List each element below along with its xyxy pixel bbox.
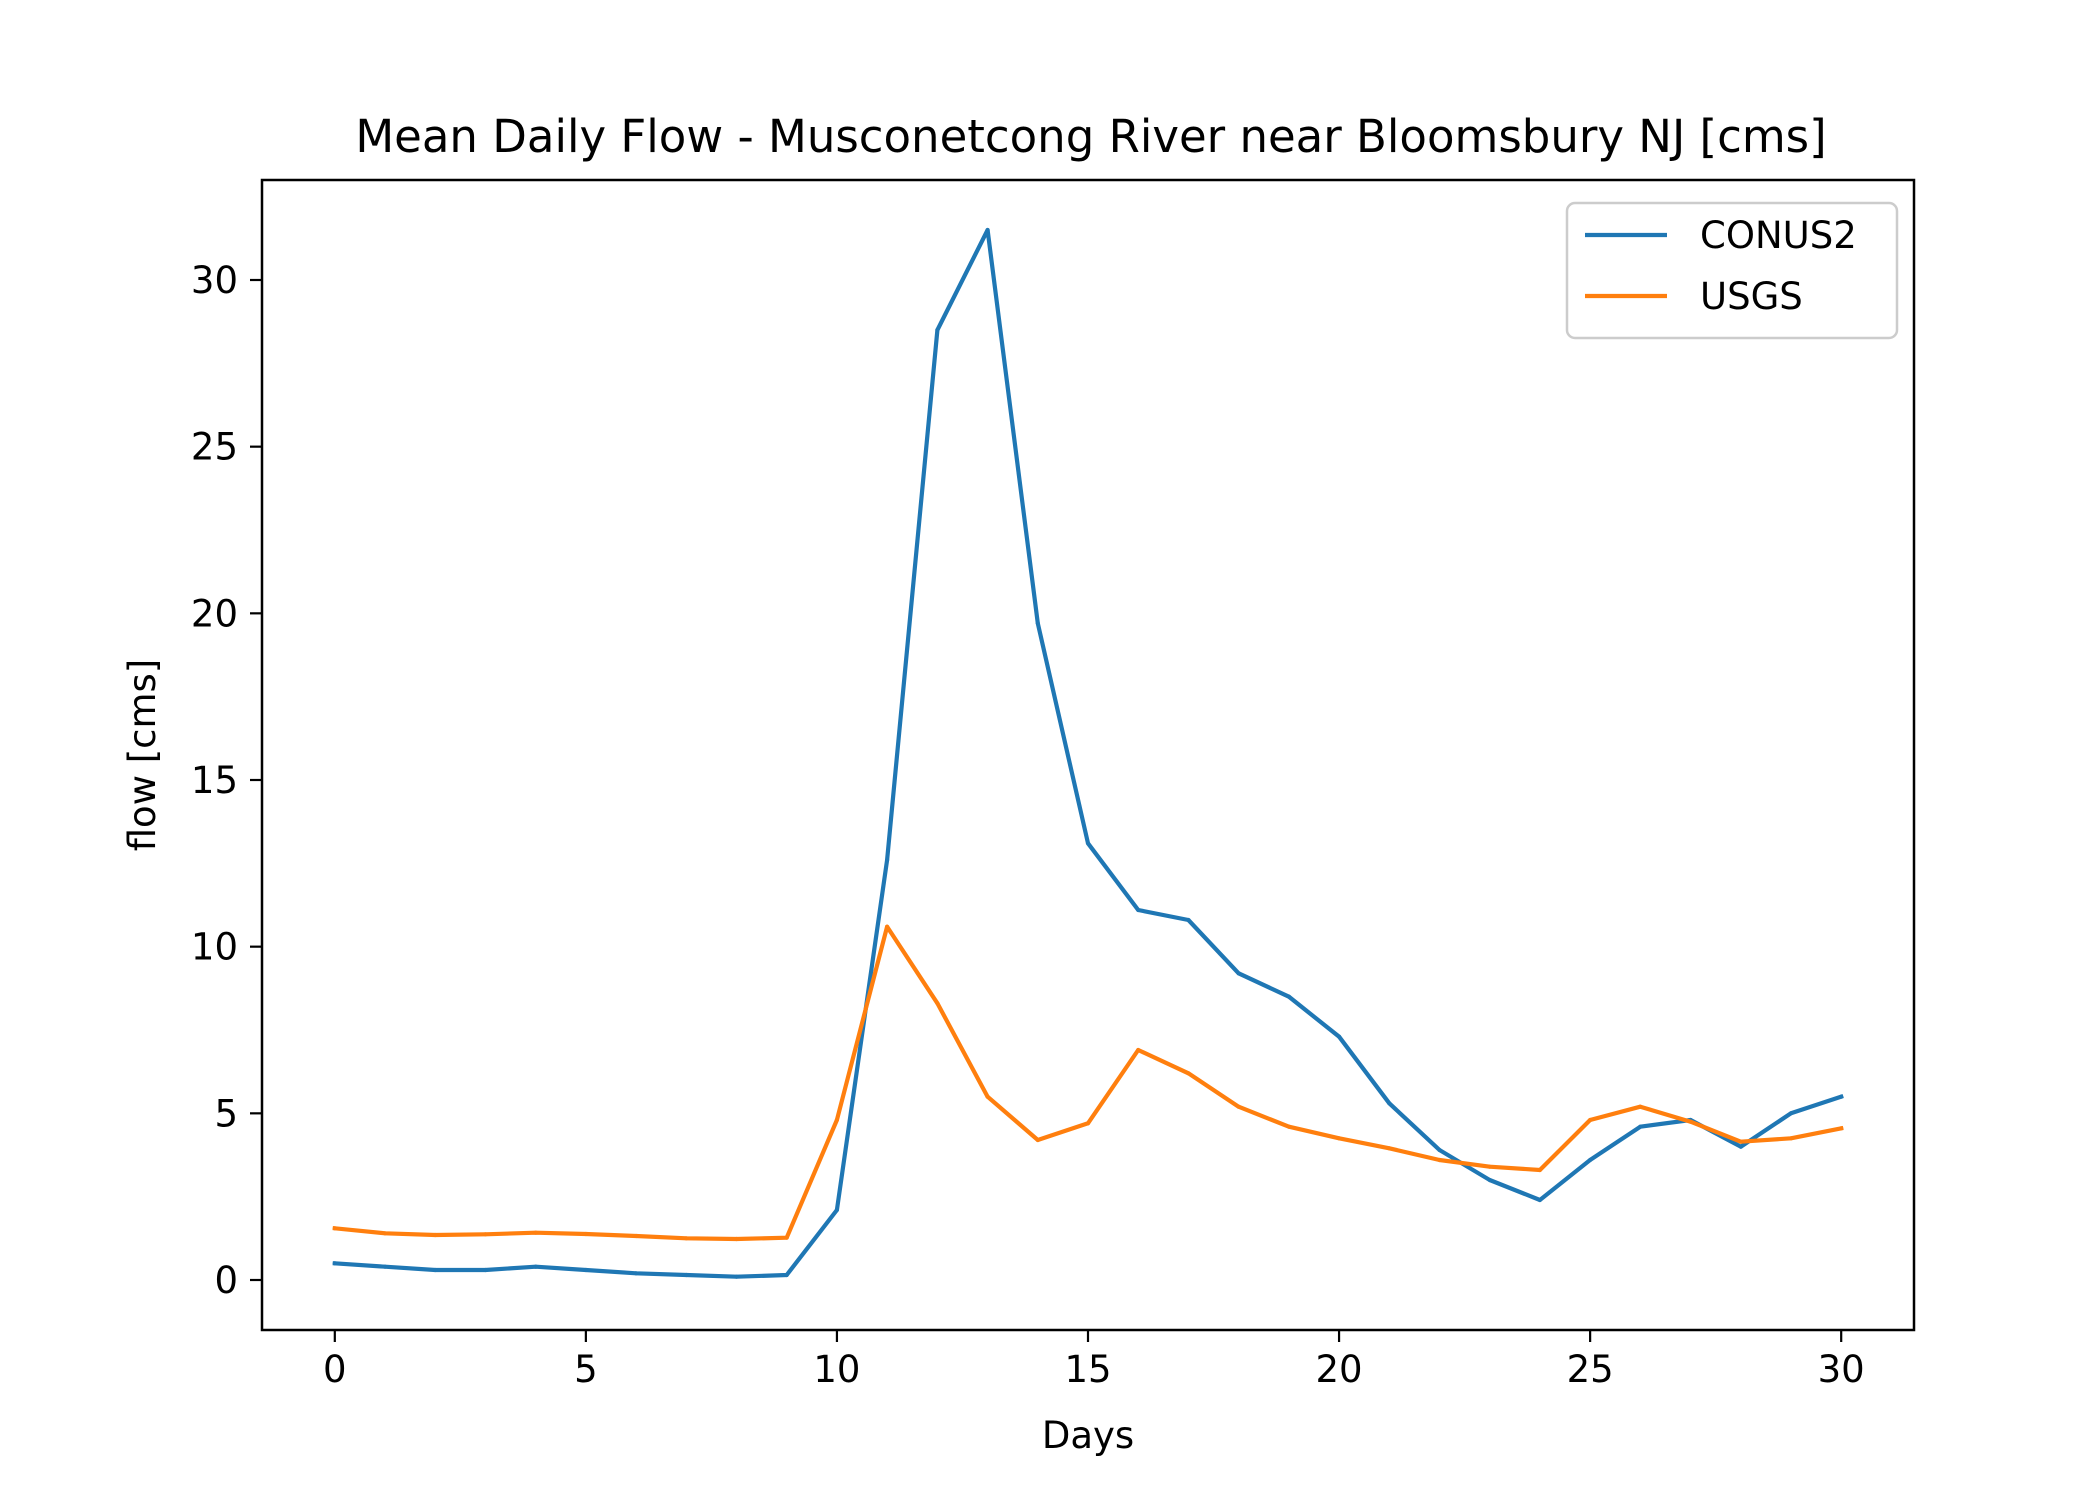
legend-label-conus2: CONUS2 bbox=[1700, 214, 1857, 257]
x-tick-label: 15 bbox=[1064, 1348, 1111, 1391]
x-tick-label: 20 bbox=[1316, 1348, 1363, 1391]
data-point-conus2-6 bbox=[634, 1271, 639, 1276]
x-tick-label: 5 bbox=[574, 1348, 598, 1391]
plot-series bbox=[332, 227, 1844, 1279]
data-point-usgs-3 bbox=[483, 1232, 488, 1237]
data-point-usgs-28 bbox=[1738, 1139, 1743, 1144]
data-point-usgs-17 bbox=[1186, 1071, 1191, 1076]
data-point-conus2-13 bbox=[985, 227, 990, 233]
data-point-usgs-26 bbox=[1638, 1104, 1643, 1109]
data-point-conus2-9 bbox=[784, 1272, 789, 1278]
data-point-conus2-7 bbox=[684, 1272, 689, 1278]
data-point-conus2-8 bbox=[734, 1274, 739, 1279]
data-point-conus2-16 bbox=[1136, 907, 1141, 913]
data-point-conus2-11 bbox=[885, 857, 890, 863]
data-point-usgs-6 bbox=[634, 1233, 639, 1239]
data-point-usgs-29 bbox=[1788, 1136, 1794, 1141]
y-tick-label: 5 bbox=[214, 1092, 238, 1135]
data-point-conus2-20 bbox=[1337, 1034, 1342, 1039]
data-point-usgs-21 bbox=[1387, 1146, 1392, 1151]
data-point-usgs-9 bbox=[784, 1235, 789, 1240]
data-point-conus2-14 bbox=[1035, 621, 1040, 626]
data-point-conus2-12 bbox=[935, 327, 940, 333]
data-point-conus2-21 bbox=[1387, 1101, 1392, 1106]
data-point-conus2-3 bbox=[483, 1267, 488, 1273]
data-point-usgs-15 bbox=[1085, 1121, 1091, 1126]
data-point-usgs-12 bbox=[935, 1001, 940, 1006]
data-point-usgs-4 bbox=[533, 1230, 538, 1235]
x-tick-label: 30 bbox=[1818, 1348, 1865, 1391]
legend-entries: CONUS2 USGS bbox=[1585, 214, 1857, 318]
data-point-conus2-2 bbox=[433, 1267, 438, 1273]
y-tick-label: 15 bbox=[191, 759, 238, 802]
data-point-conus2-10 bbox=[834, 1207, 840, 1213]
legend: CONUS2 USGS bbox=[1565, 201, 1899, 340]
y-axis-label: flow [cms] bbox=[121, 659, 164, 852]
data-point-conus2-28 bbox=[1738, 1144, 1743, 1149]
data-point-usgs-1 bbox=[382, 1231, 388, 1236]
x-tick-label: 10 bbox=[813, 1348, 860, 1391]
data-point-usgs-7 bbox=[684, 1236, 689, 1241]
data-point-usgs-27 bbox=[1688, 1119, 1693, 1124]
data-point-usgs-22 bbox=[1437, 1157, 1442, 1163]
x-axis: 0 5 10 15 20 25 30 bbox=[323, 1330, 1865, 1391]
data-point-conus2-17 bbox=[1186, 917, 1191, 923]
data-point-usgs-14 bbox=[1035, 1137, 1040, 1143]
data-point-conus2-1 bbox=[382, 1264, 388, 1269]
data-point-conus2-23 bbox=[1487, 1177, 1492, 1183]
y-tick-label: 30 bbox=[191, 259, 238, 302]
data-point-usgs-25 bbox=[1588, 1117, 1593, 1123]
data-point-usgs-8 bbox=[734, 1236, 739, 1242]
data-point-conus2-18 bbox=[1236, 971, 1241, 976]
y-tick-label: 10 bbox=[191, 926, 238, 969]
data-point-conus2-4 bbox=[533, 1264, 538, 1269]
y-tick-label: 20 bbox=[191, 592, 238, 635]
data-point-usgs-23 bbox=[1487, 1164, 1492, 1169]
data-point-conus2-29 bbox=[1788, 1111, 1794, 1116]
data-point-usgs-10 bbox=[834, 1117, 840, 1123]
chart-title: Mean Daily Flow - Musconetcong River nea… bbox=[355, 110, 1826, 163]
data-point-conus2-26 bbox=[1638, 1124, 1643, 1129]
data-point-usgs-19 bbox=[1286, 1124, 1291, 1129]
data-point-usgs-13 bbox=[985, 1094, 990, 1099]
data-point-conus2-19 bbox=[1286, 994, 1291, 999]
data-point-conus2-25 bbox=[1588, 1157, 1593, 1163]
data-point-usgs-18 bbox=[1236, 1104, 1241, 1109]
data-point-conus2-24 bbox=[1537, 1197, 1542, 1203]
x-tick-label: 25 bbox=[1567, 1348, 1614, 1391]
data-point-usgs-2 bbox=[433, 1232, 438, 1238]
data-point-usgs-11 bbox=[885, 924, 890, 929]
x-axis-label: Days bbox=[1042, 1414, 1134, 1457]
y-tick-label: 25 bbox=[191, 426, 238, 469]
x-tick-label: 0 bbox=[323, 1348, 347, 1391]
data-point-conus2-30 bbox=[1839, 1094, 1844, 1099]
data-point-conus2-15 bbox=[1085, 841, 1091, 846]
data-point-conus2-0 bbox=[332, 1261, 337, 1266]
y-axis: 0 5 10 15 20 25 30 bbox=[191, 259, 262, 1302]
data-point-usgs-16 bbox=[1136, 1047, 1141, 1053]
y-tick-label: 0 bbox=[214, 1259, 238, 1302]
data-point-conus2-22 bbox=[1437, 1147, 1442, 1153]
data-point-usgs-20 bbox=[1337, 1136, 1342, 1141]
data-point-usgs-24 bbox=[1537, 1167, 1542, 1173]
data-point-usgs-30 bbox=[1839, 1126, 1844, 1131]
data-point-usgs-5 bbox=[583, 1231, 589, 1237]
data-point-conus2-5 bbox=[583, 1267, 589, 1273]
legend-label-usgs: USGS bbox=[1700, 275, 1803, 318]
data-point-usgs-0 bbox=[332, 1226, 337, 1231]
